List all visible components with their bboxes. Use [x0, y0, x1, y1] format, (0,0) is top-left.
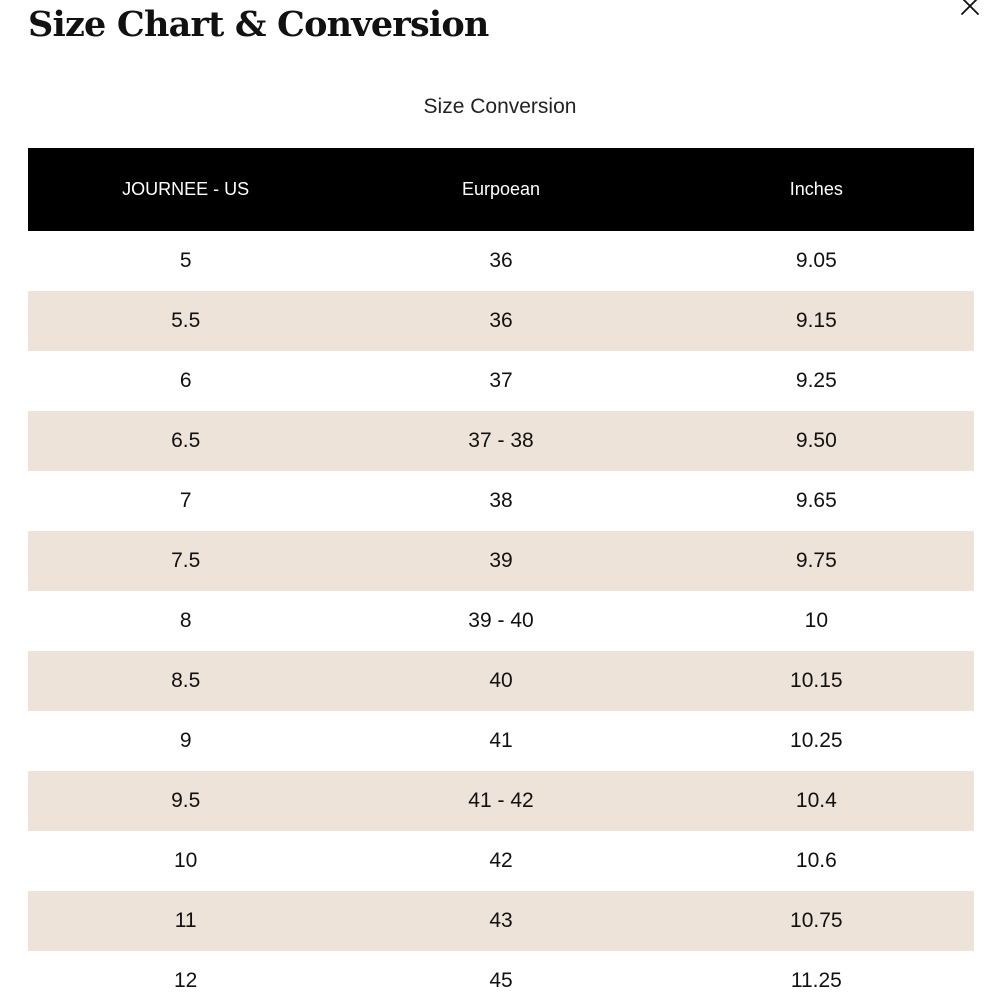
- us-size-cell: 5.5: [28, 291, 344, 351]
- us-size-cell: 8.5: [28, 651, 344, 711]
- inches-cell: 10.75: [658, 891, 974, 951]
- us-size-cell: 6: [28, 351, 344, 411]
- table-header-row: JOURNEE - US Eurpoean Inches: [28, 148, 974, 231]
- table-row: 6 37 9.25: [28, 351, 974, 411]
- inches-cell: 9.25: [658, 351, 974, 411]
- us-size-cell: 9.5: [28, 771, 344, 831]
- table-row: 9 41 10.25: [28, 711, 974, 771]
- modal-title: Size Chart & Conversion: [28, 4, 489, 45]
- us-size-cell: 11: [28, 891, 344, 951]
- us-size-cell: 9: [28, 711, 344, 771]
- inches-cell: 10: [658, 591, 974, 651]
- inches-cell: 9.65: [658, 471, 974, 531]
- us-size-cell: 5: [28, 231, 344, 291]
- table-row: 5 36 9.05: [28, 231, 974, 291]
- us-size-cell: 7: [28, 471, 344, 531]
- size-conversion-table: JOURNEE - US Eurpoean Inches 5 36 9.05 5…: [28, 148, 974, 1000]
- inches-cell: 9.50: [658, 411, 974, 471]
- inches-cell: 10.25: [658, 711, 974, 771]
- european-size-cell: 39: [343, 531, 659, 591]
- table-row: 5.5 36 9.15: [28, 291, 974, 351]
- close-button[interactable]: [955, 0, 985, 22]
- table-row: 8 39 - 40 10: [28, 591, 974, 651]
- european-size-cell: 40: [343, 651, 659, 711]
- section-heading: Size Conversion: [423, 95, 577, 118]
- us-size-cell: 12: [28, 951, 344, 1000]
- table-row: 6.5 37 - 38 9.50: [28, 411, 974, 471]
- european-size-cell: 43: [343, 891, 659, 951]
- european-size-cell: 39 - 40: [343, 591, 659, 651]
- european-size-cell: 36: [343, 291, 659, 351]
- table-row: 12 45 11.25: [28, 951, 974, 1000]
- european-size-cell: 41: [343, 711, 659, 771]
- inches-cell: 10.4: [658, 771, 974, 831]
- column-header-european-size: Eurpoean: [343, 148, 659, 231]
- table-row: 7.5 39 9.75: [28, 531, 974, 591]
- column-header-us-size: JOURNEE - US: [28, 148, 344, 231]
- european-size-cell: 37 - 38: [343, 411, 659, 471]
- column-header-inches: Inches: [658, 148, 974, 231]
- us-size-cell: 8: [28, 591, 344, 651]
- european-size-cell: 45: [343, 951, 659, 1000]
- inches-cell: 10.15: [658, 651, 974, 711]
- close-icon: [961, 0, 979, 15]
- european-size-cell: 41 - 42: [343, 771, 659, 831]
- inches-cell: 10.6: [658, 831, 974, 891]
- european-size-cell: 42: [343, 831, 659, 891]
- european-size-cell: 38: [343, 471, 659, 531]
- table-row: 9.5 41 - 42 10.4: [28, 771, 974, 831]
- inches-cell: 9.15: [658, 291, 974, 351]
- european-size-cell: 36: [343, 231, 659, 291]
- european-size-cell: 37: [343, 351, 659, 411]
- table-row: 10 42 10.6: [28, 831, 974, 891]
- inches-cell: 11.25: [658, 951, 974, 1000]
- table-row: 7 38 9.65: [28, 471, 974, 531]
- us-size-cell: 10: [28, 831, 344, 891]
- table-row: 11 43 10.75: [28, 891, 974, 951]
- inches-cell: 9.05: [658, 231, 974, 291]
- us-size-cell: 6.5: [28, 411, 344, 471]
- inches-cell: 9.75: [658, 531, 974, 591]
- table-row: 8.5 40 10.15: [28, 651, 974, 711]
- us-size-cell: 7.5: [28, 531, 344, 591]
